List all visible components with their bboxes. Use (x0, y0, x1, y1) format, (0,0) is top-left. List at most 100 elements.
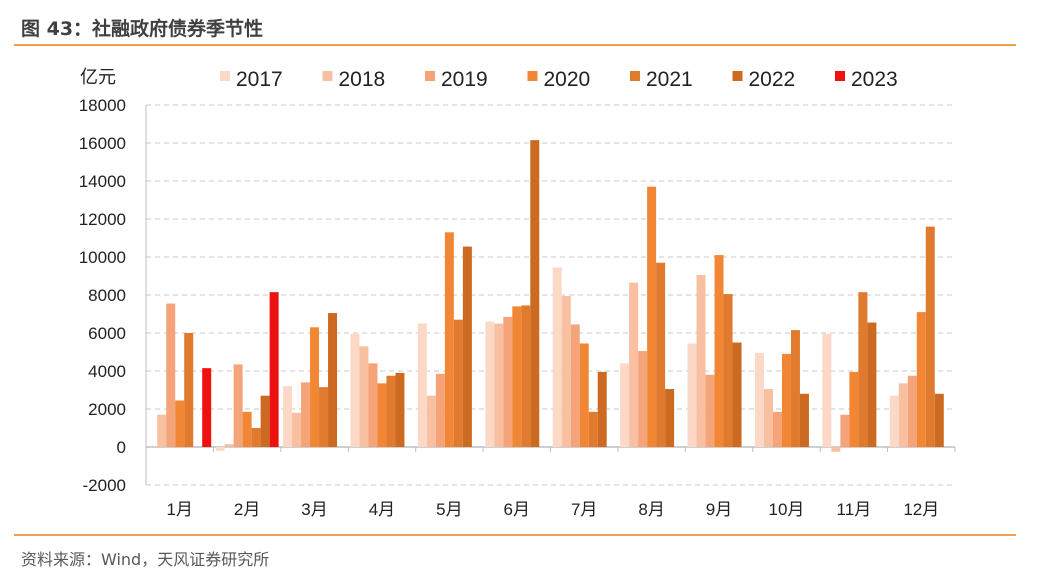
bar-2018-12 (898, 383, 908, 447)
bar-2018-6 (494, 323, 504, 447)
bar-2017-2 (215, 447, 225, 451)
bars (148, 140, 944, 452)
x-tick-labels: 1月 2月 3月 4月 5月 6月 7月 8月 9月 10月 11月 12月 (166, 500, 939, 519)
bar-2018-5 (426, 395, 436, 447)
bar-2019-10 (772, 411, 782, 447)
bar-2021-12 (925, 226, 935, 447)
bar-2020-10 (781, 353, 791, 447)
bar-2020-7 (579, 343, 589, 447)
bar-2019-9 (705, 374, 715, 447)
source-note: 资料来源：Wind，天风证券研究所 (21, 550, 270, 569)
bar-2019-3 (301, 382, 311, 447)
bar-2018-8 (629, 282, 639, 447)
legend-swatch-2018 (322, 71, 333, 81)
bar-2017-6 (485, 321, 495, 447)
legend-swatch-2021 (630, 71, 640, 81)
legend: 2017 2018 2019 2020 2021 2022 2023 (220, 68, 898, 91)
y-tick-label: 14000 (79, 172, 126, 191)
bar-2023-2 (269, 292, 279, 447)
bar-2018-10 (763, 389, 773, 447)
bar-2017-12 (889, 395, 899, 447)
x-tick-label: 5月 (436, 500, 462, 519)
bar-2017-5 (417, 323, 427, 447)
bar-2021-1 (184, 333, 194, 447)
bar-2020-8 (647, 186, 657, 447)
bar-2017-3 (283, 386, 293, 447)
legend-label-2018: 2018 (339, 68, 386, 91)
bar-2022-10 (799, 393, 809, 447)
legend-swatch-2017 (220, 71, 230, 81)
legend-label-2023: 2023 (851, 68, 898, 91)
legend-label-2021: 2021 (646, 68, 693, 91)
bar-2020-11 (849, 371, 859, 447)
y-tick-label: 18000 (79, 96, 126, 115)
y-tick-label: 10000 (79, 248, 126, 267)
bar-2022-8 (665, 389, 675, 447)
bar-2021-3 (319, 387, 329, 447)
bar-2021-10 (790, 330, 800, 447)
legend-label-2022: 2022 (749, 68, 796, 91)
bar-2019-1 (166, 303, 176, 447)
y-tick-labels: -2000 0 2000 4000 6000 8000 10000 12000 14000 160… (79, 96, 126, 495)
y-tick-label: 8000 (88, 286, 126, 305)
bar-2022-4 (395, 372, 405, 447)
x-tick-label: 10月 (768, 500, 804, 519)
bar-2020-2 (242, 411, 252, 447)
x-tick-label: 9月 (706, 500, 732, 519)
y-tick-label: 0 (117, 438, 126, 457)
bar-2020-1 (175, 400, 185, 447)
legend-swatch-2019 (425, 71, 435, 81)
bar-2021-4 (386, 375, 396, 447)
bar-2021-7 (588, 411, 598, 447)
bar-2017-8 (620, 363, 630, 447)
bar-2021-9 (723, 294, 733, 447)
bar-2017-9 (687, 343, 697, 447)
x-tick-label: 1月 (166, 500, 192, 519)
legend-label-2019: 2019 (441, 68, 488, 91)
bar-2019-6 (503, 316, 513, 447)
bar-2020-12 (916, 312, 926, 447)
bottom-rule (14, 534, 1016, 536)
bar-2022-7 (597, 371, 607, 447)
y-tick-label: 6000 (88, 324, 126, 343)
legend-swatch-2023 (835, 71, 845, 81)
bar-2020-5 (444, 232, 454, 447)
bar-2017-7 (552, 267, 562, 447)
bar-2018-11 (831, 447, 841, 452)
bar-2022-3 (328, 313, 338, 447)
legend-swatch-2020 (527, 71, 538, 81)
legend-swatch-2022 (732, 71, 743, 81)
bar-2017-4 (350, 333, 360, 447)
x-tick-label: 8月 (638, 500, 664, 519)
top-rule (14, 44, 1016, 46)
bar-2022-2 (260, 395, 270, 447)
bar-2021-11 (858, 292, 868, 447)
y-tick-label: 2000 (88, 400, 126, 419)
bar-2019-5 (435, 373, 445, 447)
bar-2018-9 (696, 275, 706, 447)
bar-2020-4 (377, 383, 387, 447)
bar-2019-11 (840, 414, 850, 447)
x-tick-label: 2月 (234, 500, 260, 519)
bar-2022-12 (934, 393, 944, 447)
bar-2022-5 (462, 246, 472, 447)
bar-2021-8 (656, 262, 666, 447)
x-tick-label: 3月 (301, 500, 327, 519)
bar-2018-1 (157, 414, 167, 447)
bar-2017-11 (822, 333, 832, 447)
bar-2019-4 (368, 363, 378, 447)
y-tick-label: 16000 (79, 134, 126, 153)
x-tick-label: 7月 (571, 500, 597, 519)
x-tick-label: 12月 (903, 500, 939, 519)
bar-2018-3 (292, 412, 302, 447)
x-tick-label: 11月 (837, 500, 872, 519)
bar-2018-7 (561, 295, 571, 447)
bar-2023-1 (202, 368, 212, 447)
x-tick-label: 6月 (504, 500, 530, 519)
bar-2022-9 (732, 342, 742, 447)
bar-2022-6 (530, 140, 540, 447)
bar-2019-2 (233, 364, 243, 447)
bar-2021-2 (251, 428, 261, 447)
bar-2020-6 (512, 306, 522, 447)
